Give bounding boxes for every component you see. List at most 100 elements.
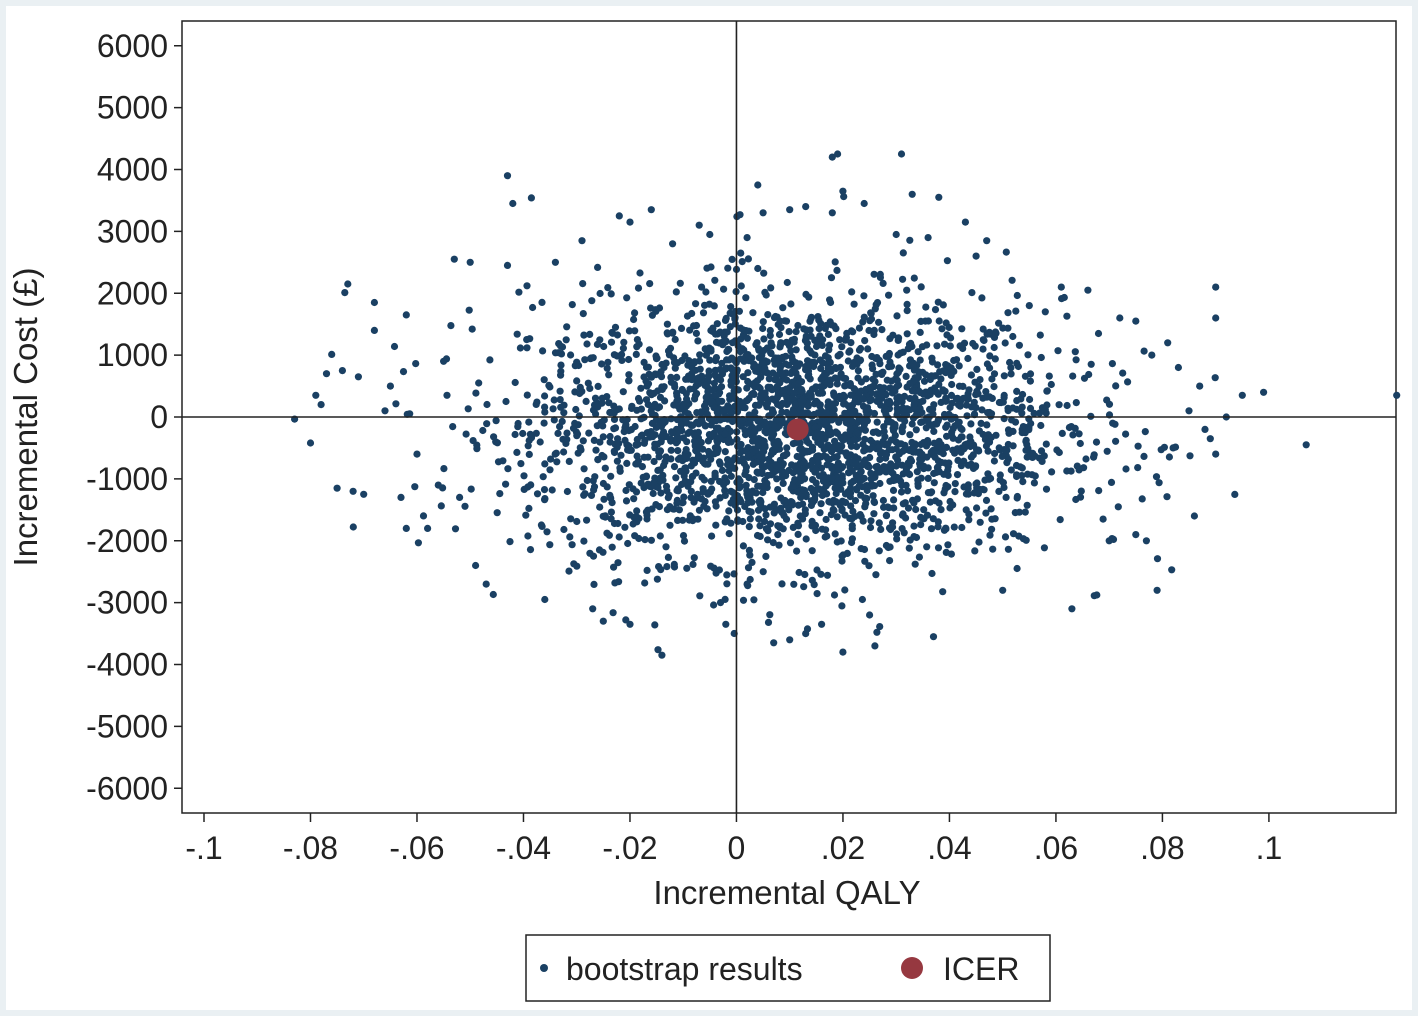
bootstrap-point [1015,532,1023,540]
bootstrap-point [727,472,735,480]
bootstrap-point [747,489,755,497]
bootstrap-point [750,596,758,604]
bootstrap-point [754,441,762,449]
bootstrap-point [764,527,772,535]
bootstrap-point [607,290,615,298]
bootstrap-point [576,383,584,391]
bootstrap-point [678,499,686,507]
bootstrap-point [631,327,639,335]
bootstrap-point [975,538,983,546]
bootstrap-point [903,330,911,338]
bootstrap-point [695,374,703,382]
bootstrap-point [625,377,633,385]
bootstrap-point [1069,431,1077,439]
bootstrap-point [982,388,990,396]
bootstrap-point [796,360,804,368]
bootstrap-point [743,234,751,242]
bootstrap-point [1212,283,1220,291]
bootstrap-point [973,365,981,373]
bootstrap-point [1000,415,1008,423]
bootstrap-point [903,405,911,413]
bootstrap-point [707,455,715,463]
bootstrap-point [935,193,943,201]
bootstrap-point [918,343,927,351]
bootstrap-point [1063,401,1071,410]
bootstrap-point [605,531,614,539]
bootstrap-point [844,357,852,365]
bootstrap-point [743,334,752,342]
bootstrap-point [596,289,604,298]
bootstrap-point [939,386,947,394]
bootstrap-point [812,526,820,535]
bootstrap-point [937,506,945,514]
bootstrap-point [790,338,798,346]
bootstrap-point [714,446,722,454]
bootstrap-point [402,311,410,319]
bootstrap-point [847,502,855,510]
bootstrap-point [775,330,784,339]
bootstrap-point [682,375,690,383]
bootstrap-point [615,212,623,220]
bootstrap-point [965,516,973,524]
bootstrap-point [572,405,580,414]
bootstrap-point [847,403,855,411]
bootstrap-point [1134,442,1142,450]
bootstrap-point [1212,314,1220,322]
bootstrap-point [692,446,700,455]
bootstrap-point [583,516,591,524]
bootstrap-point [871,642,879,650]
bootstrap-point [966,433,974,441]
bootstrap-point [592,446,600,454]
bootstrap-point [1036,409,1044,417]
bootstrap-point [807,393,815,401]
bootstrap-point [650,457,658,466]
bootstrap-point [768,427,776,435]
bootstrap-point [344,280,352,288]
bootstrap-point [543,528,551,536]
bootstrap-point [1000,372,1008,380]
bootstrap-point [753,531,762,540]
bootstrap-point [823,532,831,540]
bootstrap-point [831,437,839,445]
bootstrap-point [312,391,320,399]
bootstrap-point [551,450,559,458]
bootstrap-point [749,437,757,445]
bootstrap-point [697,408,705,416]
bootstrap-point [1026,377,1034,385]
bootstrap-point [904,345,912,353]
bootstrap-point [797,445,806,453]
bootstrap-point [634,394,643,403]
bootstrap-point [727,303,735,311]
bootstrap-point [503,172,512,180]
bootstrap-point [636,269,644,277]
bootstrap-point [563,429,571,437]
bootstrap-point [808,385,817,393]
bootstrap-point [830,591,839,599]
bootstrap-point [774,400,782,408]
bootstrap-point [912,426,920,434]
bootstrap-point [1169,444,1177,452]
bootstrap-point [920,439,928,447]
bootstrap-point [841,511,849,519]
bootstrap-point [601,464,609,472]
bootstrap-point [706,230,714,239]
bootstrap-point [857,468,865,476]
bootstrap-point [876,623,884,631]
bootstrap-point [1076,439,1084,448]
bootstrap-point [567,515,575,523]
bootstrap-point [702,288,710,296]
bootstrap-point [721,448,729,456]
bootstrap-point [849,328,857,336]
bootstrap-point [677,421,686,429]
bootstrap-point [771,376,779,384]
bootstrap-point [1058,295,1066,303]
bootstrap-point [964,490,973,498]
bootstrap-point [683,312,692,320]
y-tick-label: 5000 [97,90,168,126]
bootstrap-point [836,447,845,455]
bootstrap-point [708,485,716,493]
bootstrap-point [865,326,873,335]
bootstrap-point [370,298,378,307]
bootstrap-point [701,497,709,506]
bootstrap-point [1000,483,1008,492]
